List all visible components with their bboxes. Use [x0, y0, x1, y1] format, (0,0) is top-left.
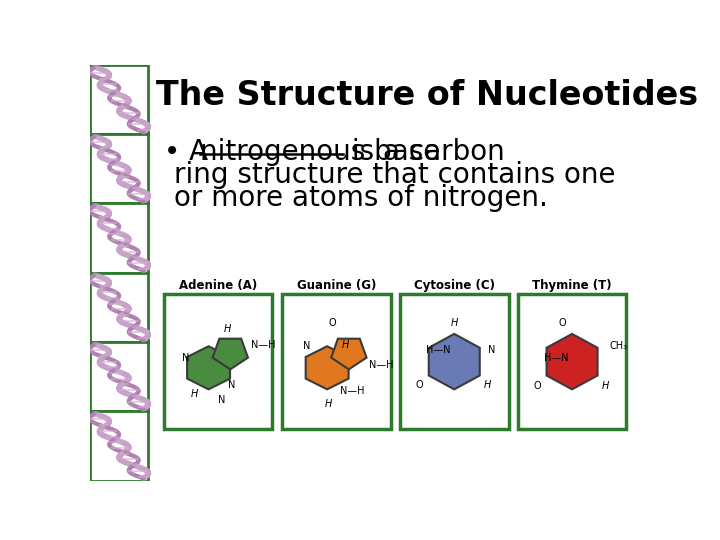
Text: H: H: [602, 381, 609, 391]
Text: H: H: [451, 318, 458, 328]
Text: N—H: N—H: [251, 340, 276, 350]
Text: N—H: N—H: [369, 361, 394, 370]
Bar: [90, 342, 148, 411]
Text: H: H: [223, 325, 231, 334]
Polygon shape: [428, 334, 480, 389]
Bar: [400, 294, 508, 429]
Text: CH₃: CH₃: [609, 341, 627, 351]
Text: Guanine (G): Guanine (G): [297, 279, 376, 292]
Bar: [90, 411, 148, 481]
Text: H: H: [325, 399, 333, 409]
Text: N: N: [303, 341, 311, 351]
Text: Cytosine (C): Cytosine (C): [414, 279, 495, 292]
Bar: [90, 65, 148, 134]
Text: is a carbon: is a carbon: [343, 138, 505, 166]
Text: N: N: [181, 353, 189, 363]
Text: H: H: [484, 380, 491, 390]
Text: N: N: [228, 380, 235, 390]
Text: Thymine (T): Thymine (T): [532, 279, 612, 292]
Text: The Structure of Nucleotides: The Structure of Nucleotides: [156, 79, 698, 112]
Text: • A: • A: [163, 138, 217, 166]
Text: N: N: [218, 395, 225, 405]
Text: O: O: [559, 318, 567, 328]
Polygon shape: [546, 334, 598, 389]
Text: H—N: H—N: [544, 353, 568, 363]
Bar: [90, 134, 148, 204]
Text: H: H: [342, 340, 349, 350]
Polygon shape: [212, 339, 248, 369]
Bar: [163, 294, 272, 429]
Text: nitrogenous base: nitrogenous base: [199, 138, 440, 166]
Polygon shape: [306, 346, 348, 389]
Text: or more atoms of nitrogen.: or more atoms of nitrogen.: [174, 184, 549, 212]
Text: N: N: [487, 345, 495, 355]
Text: H—N: H—N: [426, 345, 451, 355]
Bar: [282, 294, 391, 429]
Bar: [90, 273, 148, 342]
Text: O: O: [415, 380, 423, 390]
Text: ring structure that contains one: ring structure that contains one: [174, 161, 616, 189]
Text: H: H: [191, 389, 198, 399]
Polygon shape: [331, 339, 366, 369]
Text: N—H: N—H: [341, 386, 365, 396]
Polygon shape: [187, 346, 230, 389]
Text: Adenine (A): Adenine (A): [179, 279, 257, 292]
Text: O: O: [329, 318, 336, 328]
Bar: [90, 204, 148, 273]
Bar: [518, 294, 626, 429]
Text: O: O: [534, 381, 541, 391]
